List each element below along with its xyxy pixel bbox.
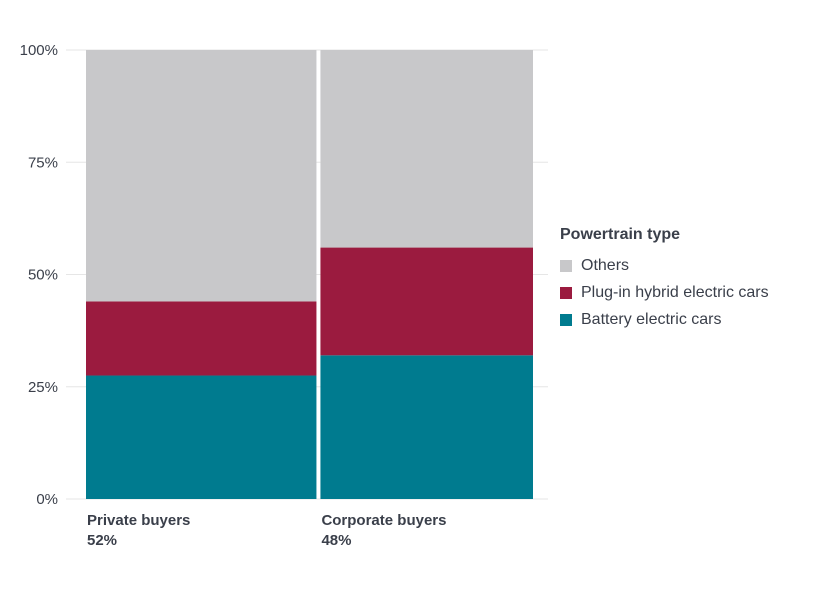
category-label: Private buyers — [87, 512, 190, 529]
category-labels: Private buyers 52% Corporate buyers 48% — [87, 512, 446, 549]
bar-segment-others-private-buyers — [86, 50, 317, 302]
legend-swatch-phev — [560, 286, 572, 299]
bar-segment-battery-electric-cars-corporate-buyers — [320, 355, 533, 499]
y-tick-label: 25% — [28, 379, 58, 396]
y-axis-ticks: 0% 25% 50% 75% 100% — [20, 42, 58, 508]
y-tick-label: 100% — [20, 42, 58, 59]
category-share-label: 48% — [321, 532, 351, 549]
legend-label-bev: Battery electric cars — [581, 310, 722, 328]
y-tick-label: 50% — [28, 267, 58, 284]
bar-segment-others-corporate-buyers — [320, 50, 533, 248]
bar-segment-battery-electric-cars-private-buyers — [86, 375, 317, 499]
legend-label-phev: Plug-in hybrid electric cars — [581, 283, 769, 301]
category-share-label: 52% — [87, 532, 117, 549]
legend-swatch-others — [560, 259, 572, 272]
y-tick-label: 0% — [36, 491, 58, 508]
bar-segment-plug-in-hybrid-electric-cars-private-buyers — [86, 301, 317, 376]
legend-swatch-bev — [560, 313, 572, 326]
legend-title: Powertrain type — [560, 226, 681, 243]
legend: Powertrain type Others Plug-in hybrid el… — [560, 226, 769, 333]
legend-label-others: Others — [581, 256, 630, 274]
bars — [86, 50, 533, 499]
legend-item-bev: Battery electric cars — [560, 306, 769, 333]
bar-segment-plug-in-hybrid-electric-cars-corporate-buyers — [320, 247, 533, 356]
y-tick-label: 75% — [28, 154, 58, 171]
legend-item-phev: Plug-in hybrid electric cars — [560, 279, 769, 306]
category-label: Corporate buyers — [321, 512, 446, 529]
legend-item-others: Others — [560, 252, 769, 279]
